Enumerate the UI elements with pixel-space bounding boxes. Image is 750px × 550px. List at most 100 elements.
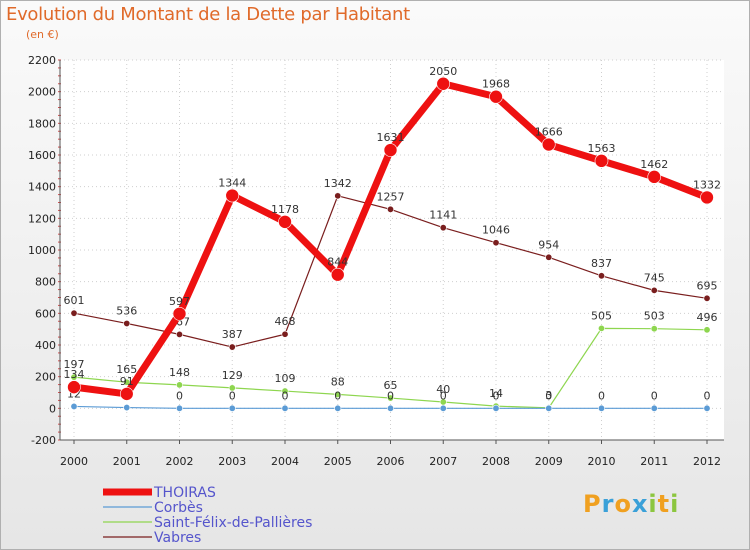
data-point-corb-s [439,404,447,412]
data-point-vabres [70,309,78,317]
data-point-saint-f-lix-de-palli-res [334,390,342,398]
data-label-thoiras: 2050 [429,65,457,78]
y-tick-label: 2200 [28,54,56,67]
data-label-saint-f-lix-de-palli-res: 88 [331,375,345,388]
proxiti-logo: Proxiti [583,490,679,518]
data-point-corb-s [176,404,184,412]
data-point-vabres [650,286,658,294]
logo-letter: x [631,490,649,518]
data-point-vabres [545,253,553,261]
data-label-thoiras: 1332 [693,178,721,191]
data-label-saint-f-lix-de-palli-res: 505 [591,309,612,322]
data-label-saint-f-lix-de-palli-res: 40 [436,383,450,396]
data-label-thoiras: 134 [64,368,85,381]
data-label-corb-s: 0 [387,389,394,402]
data-point-corb-s [545,404,553,412]
data-label-thoiras: 1178 [271,203,299,216]
data-label-corb-s: 0 [334,389,341,402]
data-label-corb-s: 0 [651,389,658,402]
data-label-saint-f-lix-de-palli-res: 109 [275,372,296,385]
y-tick-label: 1400 [28,181,56,194]
data-point-thoiras [594,154,609,168]
x-tick-label: 2005 [324,455,352,468]
data-point-vabres [123,319,131,327]
x-tick-label: 2003 [218,455,246,468]
data-label-corb-s: 0 [598,389,605,402]
data-label-thoiras: 1968 [482,78,510,91]
x-tick-label: 2012 [693,455,721,468]
chart-subtitle: (en €) [26,28,59,41]
data-point-corb-s [123,404,131,412]
data-label-vabres: 601 [64,294,85,307]
logo-letter: r [601,490,615,518]
y-tick-label: 1200 [28,212,56,225]
data-point-vabres [386,205,394,213]
y-tick-label: 200 [35,371,56,384]
data-point-thoiras [119,387,134,401]
data-point-thoiras [67,380,81,394]
x-tick-label: 2000 [60,455,88,468]
y-tick-label: -200 [31,434,56,447]
data-point-corb-s [386,404,394,412]
data-point-thoiras [278,215,292,229]
data-point-vabres [176,330,184,338]
data-point-vabres [334,192,342,200]
data-point-thoiras [647,170,662,184]
y-tick-label: 1800 [28,117,56,130]
data-point-saint-f-lix-de-palli-res [386,394,394,402]
x-tick-label: 2011 [640,455,668,468]
data-label-vabres: 1141 [429,209,457,222]
y-tick-label: 600 [35,307,56,320]
x-tick-label: 2008 [482,455,510,468]
legend-label-vabres: Vabres [154,530,201,546]
data-label-corb-s: 0 [545,389,552,402]
data-point-saint-f-lix-de-palli-res [176,381,184,389]
data-label-saint-f-lix-de-palli-res: 14 [489,387,503,400]
data-label-vabres: 1257 [377,190,405,203]
data-label-vabres: 387 [222,328,243,341]
y-tick-label: 2000 [28,86,56,99]
data-point-thoiras [383,143,398,157]
data-label-saint-f-lix-de-palli-res: 165 [116,363,137,376]
data-point-corb-s [703,404,711,412]
data-label-thoiras: 597 [169,295,190,308]
data-point-vabres [439,224,447,232]
data-label-vabres: 536 [116,304,137,317]
logo-letter: o [614,490,632,518]
data-label-corb-s: 0 [493,389,500,402]
data-label-saint-f-lix-de-palli-res: 3 [545,389,552,402]
data-point-saint-f-lix-de-palli-res [228,384,236,392]
data-point-saint-f-lix-de-palli-res [703,326,711,334]
data-label-vabres: 695 [697,279,718,292]
x-tick-label: 2001 [113,455,141,468]
data-point-vabres [597,272,605,280]
data-point-corb-s [228,404,236,412]
data-label-corb-s: 0 [440,389,447,402]
x-tick-label: 2004 [271,455,299,468]
data-point-thoiras [436,76,451,91]
x-tick-label: 2002 [166,455,194,468]
data-point-vabres [492,239,500,247]
data-label-corb-s: 0 [704,389,711,402]
data-point-vabres [228,343,236,351]
x-tick-label: 2007 [429,455,457,468]
data-label-thoiras: 844 [327,256,348,269]
data-label-vabres: 468 [275,315,296,328]
data-point-thoiras [541,137,556,152]
legend-label-saint-f-lix-de-palli-res: Saint-Félix-de-Pallières [154,515,312,531]
data-label-vabres: 1342 [324,177,352,190]
data-label-thoiras: 1631 [377,131,405,144]
data-label-vabres: 1046 [482,224,510,237]
logo-letter: i [670,490,680,518]
data-point-vabres [281,330,289,338]
data-label-saint-f-lix-de-palli-res: 129 [222,369,243,382]
y-tick-label: 1600 [28,149,56,162]
data-label-saint-f-lix-de-palli-res: 503 [644,310,665,323]
data-label-saint-f-lix-de-palli-res: 148 [169,366,190,379]
data-label-vabres: 837 [591,257,612,270]
data-label-corb-s: 0 [176,389,183,402]
data-point-corb-s [650,404,658,412]
data-point-saint-f-lix-de-palli-res [281,387,289,395]
legend-label-corb-s: Corbès [154,500,203,516]
data-point-saint-f-lix-de-palli-res [123,378,131,386]
